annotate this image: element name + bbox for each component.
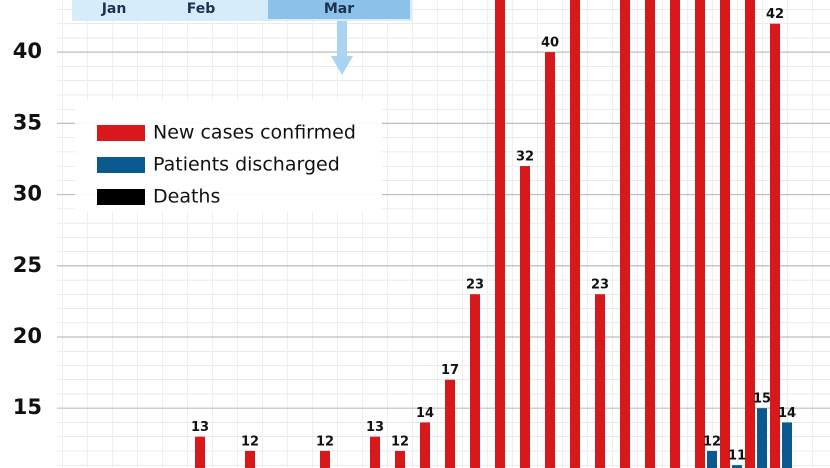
timeline-arrow [337,21,347,59]
timeline-arrow-head [331,56,353,75]
bar [495,0,505,468]
legend-swatch [97,189,145,205]
value-label: 32 [516,150,534,165]
value-label: 17 [441,363,459,378]
bar [395,450,405,468]
value-label: 15 [753,392,771,407]
bar [745,0,755,468]
bar [720,0,730,468]
value-label: 13 [366,420,384,435]
timeline-highlight [268,0,410,19]
bar [245,450,255,468]
value-label: 12 [241,434,259,449]
bar [445,379,455,468]
legend-swatch [97,157,145,173]
legend-swatch [97,125,145,141]
bar [732,465,742,468]
y-tick-label: 20 [13,324,42,348]
bar [645,0,655,468]
bar [770,23,780,468]
legend-label: Deaths [153,186,220,208]
timeline-label: Mar [324,1,354,17]
plot-background [57,0,830,468]
bar [520,166,530,468]
bar [595,294,605,468]
labels: 15 20 25 30 35 40 13 12 12 13 12 14 17 23 32 40 23 42 12 11… [13,7,796,464]
bar [620,0,630,468]
bar [782,422,792,468]
value-label: 12 [703,434,721,449]
bar [195,436,205,468]
bar [570,0,580,468]
legend: New cases confirmed Patients discharged De… [75,100,382,212]
bar [370,436,380,468]
y-tick-label: 40 [13,39,42,63]
timeline: Jan Feb Mar [72,0,412,75]
timeline-label: Jan [101,1,127,17]
legend-label: Patients discharged [153,154,340,176]
bar [470,294,480,468]
value-label: 12 [316,434,334,449]
y-tick-label: 30 [13,182,42,206]
bar [695,0,705,468]
y-tick-label: 35 [13,110,42,134]
value-label: 40 [541,36,559,51]
bars [195,0,792,468]
bar [320,450,330,468]
bar [670,0,680,468]
bar [545,52,555,468]
value-label: 13 [191,420,209,435]
bar [757,408,767,468]
bar [707,450,717,468]
y-tick-label: 25 [13,253,42,277]
bar [420,422,430,468]
value-label: 14 [416,406,434,421]
value-label: 42 [766,7,784,22]
timeline-label: Feb [187,1,216,17]
value-label: 14 [778,406,796,421]
y-tick-label: 15 [13,395,42,419]
legend-label: New cases confirmed [153,122,356,144]
value-label: 12 [391,434,409,449]
value-label: 23 [591,278,609,293]
value-label: 11 [728,449,746,464]
value-label: 23 [466,278,484,293]
